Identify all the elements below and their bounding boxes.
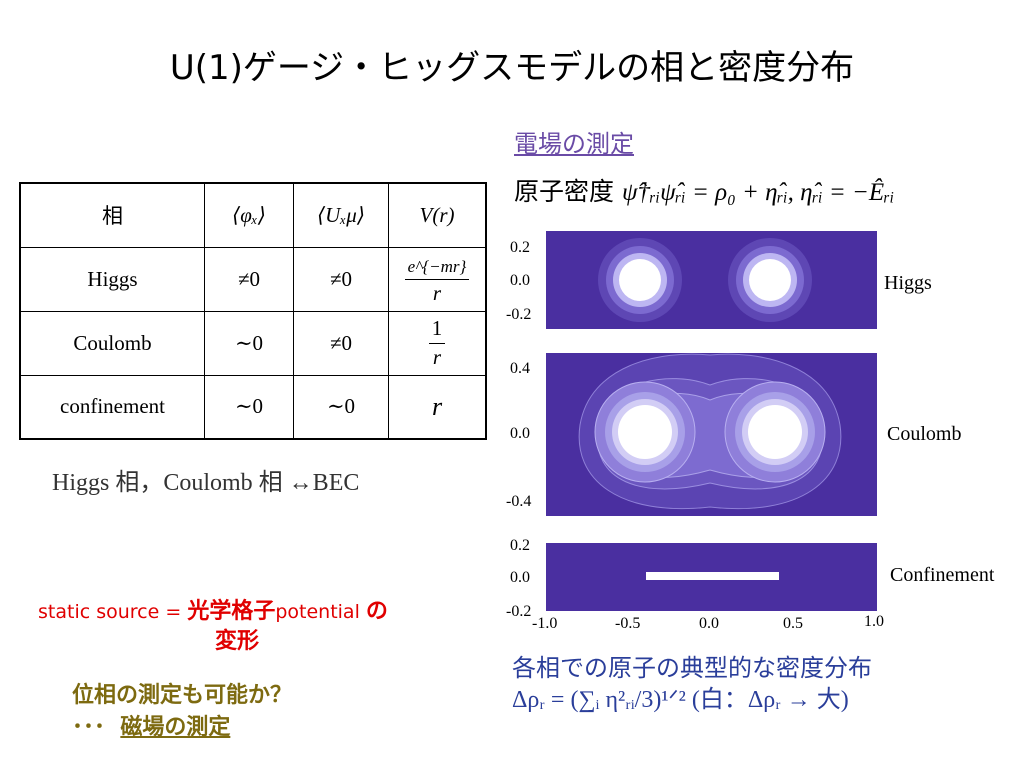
density-formula: ψ̂†ᵣᵢψ̂ᵣᵢ = ρ₀ + η̂ᵣᵢ, η̂ᵣᵢ = −Êᵣᵢ <box>621 179 895 206</box>
header-v: V(r) <box>388 182 487 248</box>
coulomb-core-left <box>618 405 672 459</box>
header-u: ⟨Uₓμ⟩ <box>293 182 389 248</box>
figure-caption: 各相での原子の典型的な密度分布 Δρᵣ = (∑ᵢ η²ᵣᵢ/3)¹ᐟ² (白：… <box>512 652 872 716</box>
coulomb-v-numerator: 1 <box>428 316 446 344</box>
row-coulomb-phase: Coulomb <box>19 310 205 376</box>
density-equation: 原子密度 ψ̂†ᵣᵢψ̂ᵣᵢ = ρ₀ + η̂ᵣᵢ, η̂ᵣᵢ = −Êᵣᵢ <box>514 172 894 208</box>
row-confinement-v: r <box>388 374 487 440</box>
confinement-ytick-top: 0.2 <box>510 537 530 554</box>
static-source-line2: 変形 <box>215 629 260 654</box>
row-confinement-phi: ∼0 <box>204 374 294 440</box>
higgs-panel-label: Higgs <box>884 272 932 294</box>
xtick-0.5: 0.5 <box>783 615 803 632</box>
xtick-1: 1.0 <box>864 613 884 630</box>
coulomb-panel-label: Coulomb <box>887 423 961 445</box>
header-phi: ⟨φₓ⟩ <box>204 182 294 248</box>
caption-line2: Δρᵣ = (∑ᵢ η²ᵣᵢ/3)¹ᐟ² (白：Δρᵣ → 大) <box>512 687 849 713</box>
static-source-mid: potential <box>275 601 366 623</box>
higgs-ytick-mid: 0.0 <box>510 272 530 289</box>
static-source-jp1: 光学格子 <box>187 599 276 624</box>
row-coulomb-phi: ∼0 <box>204 310 294 376</box>
question-line1: 位相の測定も可能か？ <box>72 683 293 708</box>
xtick-minus-0.5: -0.5 <box>615 615 640 632</box>
higgs-panel-bg <box>546 231 877 329</box>
coulomb-v-denominator: r <box>432 345 442 369</box>
question-note: 位相の測定も可能か？ ･･･ 磁場の測定 <box>72 680 292 744</box>
coulomb-ytick-top: 0.4 <box>510 360 530 377</box>
higgs-bec-note: Higgs 相，Coulomb 相 ↔BEC <box>52 470 360 496</box>
phase-table: 相 ⟨φₓ⟩ ⟨Uₓμ⟩ V(r) Higgs ≠0 ≠0 e^{−mr} r C… <box>19 182 487 440</box>
higgs-ytick-bottom: -0.2 <box>506 306 531 323</box>
question-dots: ･･･ <box>72 715 106 740</box>
coulomb-core-right <box>748 405 802 459</box>
row-higgs-v: e^{−mr} r <box>388 246 487 312</box>
x-axis: -1.0 -0.5 0.0 0.5 1.0 <box>532 613 884 632</box>
higgs-core-left <box>619 259 661 301</box>
xtick-minus-1: -1.0 <box>532 615 557 632</box>
coulomb-ytick-bottom: -0.4 <box>506 493 531 510</box>
row-higgs-u: ≠0 <box>293 246 389 312</box>
header-phase: 相 <box>19 182 205 248</box>
higgs-v-denominator: r <box>432 280 442 305</box>
panel-coulomb: 0.4 0.0 -0.4 Coulomb <box>506 353 961 516</box>
confinement-ytick-bottom: -0.2 <box>506 603 531 620</box>
higgs-v-numerator: e^{−mr} <box>404 257 470 280</box>
row-higgs-phi: ≠0 <box>204 246 294 312</box>
static-source-prefix: static source = <box>38 601 188 623</box>
higgs-ytick-top: 0.2 <box>510 239 530 256</box>
panel-higgs: 0.2 0.0 -0.2 Higgs <box>506 231 932 329</box>
density-figure: 0.2 0.0 -0.2 Higgs 0.4 0.0 -0.4 Coulomb … <box>506 231 995 632</box>
static-source-jp2: の <box>365 599 388 624</box>
static-source-note: static source = 光学格子potential の 変形 <box>38 597 478 657</box>
row-confinement-phase: confinement <box>19 374 205 440</box>
page-title: U(1)ゲージ・ヒッグスモデルの相と密度分布 <box>169 48 855 88</box>
higgs-core-right <box>749 259 791 301</box>
efield-heading[interactable]: 電場の測定 <box>514 130 634 158</box>
panel-confinement: 0.2 0.0 -0.2 Confinement <box>506 537 995 620</box>
density-label: 原子密度 <box>514 177 622 206</box>
row-confinement-u: ∼0 <box>293 374 389 440</box>
caption-line1: 各相での原子の典型的な密度分布 <box>512 654 872 682</box>
confinement-flux-tube <box>646 572 779 580</box>
row-higgs-phase: Higgs <box>19 246 205 312</box>
xtick-0: 0.0 <box>699 615 719 632</box>
magnetic-field-measurement-link[interactable]: 磁場の測定 <box>120 715 231 740</box>
confinement-panel-label: Confinement <box>890 564 995 586</box>
row-coulomb-u: ≠0 <box>293 310 389 376</box>
confinement-ytick-mid: 0.0 <box>510 569 530 586</box>
coulomb-ytick-mid: 0.0 <box>510 425 530 442</box>
